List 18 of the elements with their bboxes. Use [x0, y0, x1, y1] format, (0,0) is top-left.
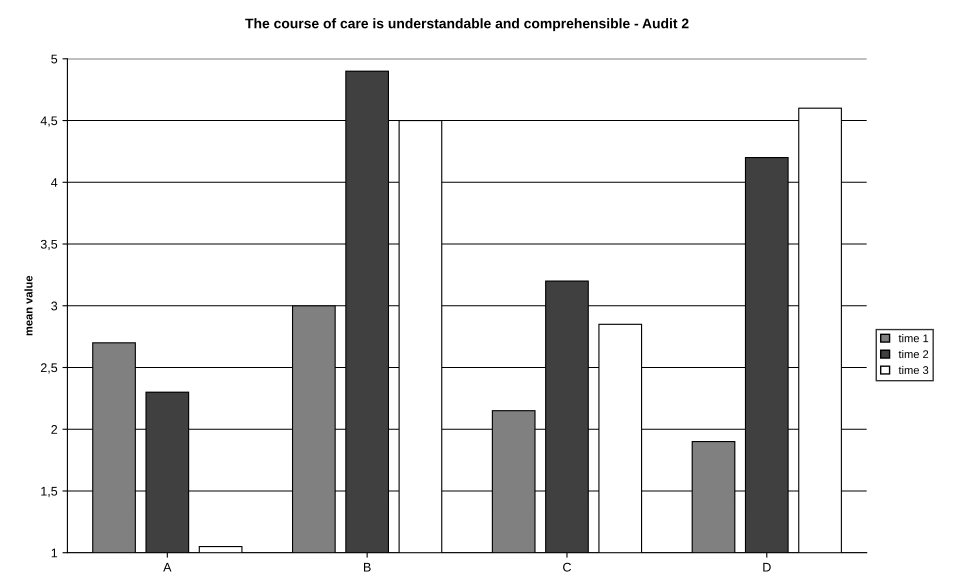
y-axis-title: mean value — [24, 276, 33, 336]
y-tick-label: 4,5 — [40, 116, 58, 127]
legend-label: time 1 — [898, 334, 928, 342]
y-tick-label: 4 — [51, 178, 58, 187]
y-tick-label: 5 — [51, 54, 58, 64]
x-tick-label: B — [364, 562, 371, 572]
legend-label: time 2 — [898, 350, 928, 358]
legend-label: time 3 — [898, 366, 928, 374]
x-tick-label: D — [763, 562, 771, 572]
y-tick-label: 3,5 — [40, 240, 58, 250]
x-tick-label: C — [563, 562, 572, 572]
y-tick-label: 2 — [51, 425, 58, 434]
y-tick-label: 2,5 — [40, 363, 58, 374]
y-tick-label: 1,5 — [41, 486, 58, 498]
x-tick-label: A — [163, 562, 172, 572]
y-tick-label: 1 — [52, 548, 58, 558]
y-tick-label: 3 — [51, 302, 58, 310]
chart-title: The course of care is understandable and comprehensible - Audit 2 — [245, 18, 689, 32]
